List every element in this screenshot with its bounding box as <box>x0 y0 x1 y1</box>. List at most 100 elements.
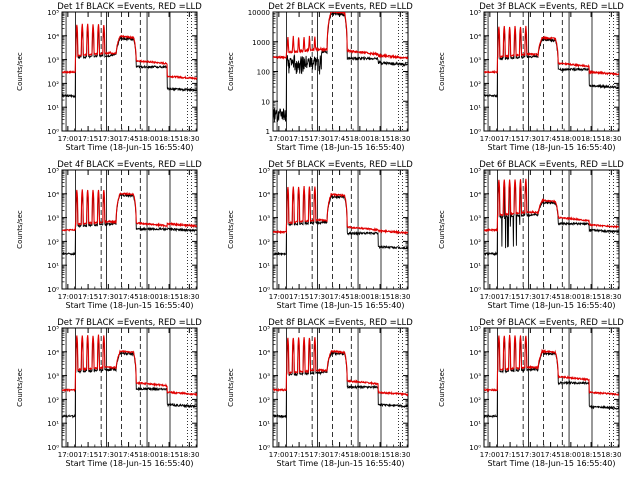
x-tick-label: 17:45 <box>541 293 561 301</box>
y-tick-label: 10¹ <box>469 420 481 428</box>
x-tick-label: 17:30 <box>309 293 329 301</box>
x-tick-label: 18:30 <box>179 135 199 143</box>
y-tick-label: 10⁴ <box>258 349 270 357</box>
series-lld-line <box>484 25 619 76</box>
panel-frame <box>483 169 620 290</box>
y-tick-label: 10³ <box>258 215 270 223</box>
panel-title: Det 3f BLACK =Events, RED =LLD <box>479 2 624 12</box>
x-tick-label: 18:15 <box>159 451 179 459</box>
x-tick-label: 17:00 <box>269 293 289 301</box>
x-tick-label: 18:15 <box>159 135 179 143</box>
y-tick-label: 10⁴ <box>47 33 59 41</box>
y-tick-label: 10⁰ <box>47 444 59 452</box>
panel-det-8: Det 8f BLACK =Events, RED =LLD 10⁰ 10¹ 10² 1… <box>227 318 413 468</box>
x-tick-label: 17:30 <box>520 451 540 459</box>
x-tick-label: 18:00 <box>561 135 581 143</box>
panel-frame <box>272 327 409 448</box>
y-tick-label: 10⁴ <box>469 33 481 41</box>
panel-plot-area <box>273 12 408 131</box>
series-lld-line <box>62 23 197 81</box>
y-tick-label: 10⁵ <box>258 167 270 175</box>
y-axis-label: Counts/sec <box>438 368 446 407</box>
x-tick-label: 18:30 <box>601 135 621 143</box>
y-tick-label: 10⁴ <box>47 191 59 199</box>
y-tick-label: 10000 <box>248 9 270 17</box>
x-tick-label: 17:15 <box>500 293 520 301</box>
series-lld-line <box>273 337 408 397</box>
panel-plot-area <box>273 328 408 447</box>
x-tick-label: 17:00 <box>480 293 500 301</box>
panel-det-3: Det 3f BLACK =Events, RED =LLD 10⁰ 10¹ 10² 1… <box>438 2 624 152</box>
y-tick-label: 10⁵ <box>47 325 59 333</box>
y-tick-label: 10³ <box>47 57 59 65</box>
y-tick-label: 10³ <box>469 57 481 65</box>
x-axis-label: Start Time (18-Jun-15 16:55:40) <box>488 301 616 310</box>
x-tick-label: 18:30 <box>179 451 199 459</box>
x-tick-label: 17:00 <box>480 135 500 143</box>
panel-title: Det 2f BLACK =Events, RED =LLD <box>268 2 413 12</box>
y-tick-label: 10 <box>261 98 270 106</box>
x-axis-label: Start Time (18-Jun-15 16:55:40) <box>66 459 194 468</box>
series-events-line <box>484 339 619 419</box>
x-tick-label: 17:15 <box>289 135 309 143</box>
y-tick-label: 10⁴ <box>258 191 270 199</box>
x-tick-label: 18:00 <box>139 135 159 143</box>
x-tick-label: 17:45 <box>119 451 139 459</box>
x-tick-label: 17:30 <box>98 135 118 143</box>
x-tick-label: 17:15 <box>289 451 309 459</box>
x-tick-label: 17:00 <box>58 451 78 459</box>
panel-plot-area <box>62 12 197 131</box>
y-tick-label: 10⁴ <box>469 191 481 199</box>
y-tick-label: 10⁰ <box>47 286 59 294</box>
panel-det-6: Det 6f BLACK =Events, RED =LLD 10⁰ 10¹ 10² 1… <box>438 160 624 310</box>
x-tick-label: 18:00 <box>139 451 159 459</box>
y-tick-label: 10¹ <box>469 104 481 112</box>
x-tick-label: 18:00 <box>561 293 581 301</box>
x-axis-label: Start Time (18-Jun-15 16:55:40) <box>66 301 194 310</box>
series-lld-line <box>62 334 197 397</box>
panel-title: Det 6f BLACK =Events, RED =LLD <box>479 160 624 170</box>
y-tick-label: 10⁵ <box>469 167 481 175</box>
panel-title: Det 9f BLACK =Events, RED =LLD <box>479 318 624 328</box>
y-tick-label: 10¹ <box>47 104 59 112</box>
x-tick-label: 17:45 <box>541 135 561 143</box>
x-tick-label: 18:30 <box>601 293 621 301</box>
series-events-line <box>273 341 408 419</box>
x-tick-label: 17:00 <box>480 451 500 459</box>
x-tick-label: 17:00 <box>269 451 289 459</box>
y-axis-label: Counts/sec <box>16 368 24 407</box>
panel-frame <box>483 327 620 448</box>
y-tick-label: 10¹ <box>258 262 270 270</box>
y-axis-label: Counts/sec <box>16 210 24 249</box>
x-tick-label: 17:45 <box>119 135 139 143</box>
series-lld-line <box>62 189 197 232</box>
series-lld-line <box>273 12 408 60</box>
y-tick-label: 10⁰ <box>258 286 270 294</box>
y-axis-label: Counts/sec <box>227 52 235 91</box>
panel-det-2: Det 2f BLACK =Events, RED =LLD 1 10 100 1000… <box>227 2 413 152</box>
x-tick-label: 18:15 <box>581 451 601 459</box>
y-tick-label: 10³ <box>47 215 59 223</box>
y-tick-label: 10² <box>258 396 270 404</box>
x-tick-label: 18:30 <box>390 293 410 301</box>
y-tick-label: 10² <box>47 238 59 246</box>
y-axis-label: Counts/sec <box>438 52 446 91</box>
y-tick-label: 10¹ <box>47 420 59 428</box>
panel-det-5: Det 5f BLACK =Events, RED =LLD 10⁰ 10¹ 10² 1… <box>227 160 413 310</box>
panel-det-7: Det 7f BLACK =Events, RED =LLD 10⁰ 10¹ 10² 1… <box>16 318 202 468</box>
y-tick-label: 10¹ <box>258 420 270 428</box>
series-events-line <box>484 183 619 257</box>
panel-frame <box>61 169 198 290</box>
x-axis-label: Start Time (18-Jun-15 16:55:40) <box>488 143 616 152</box>
panel-title: Det 7f BLACK =Events, RED =LLD <box>57 318 202 328</box>
x-tick-label: 17:45 <box>119 293 139 301</box>
y-tick-label: 10⁵ <box>258 325 270 333</box>
x-tick-label: 18:15 <box>581 135 601 143</box>
panel-plot-area <box>484 12 619 131</box>
x-tick-label: 18:00 <box>139 293 159 301</box>
y-tick-label: 10³ <box>47 373 59 381</box>
x-tick-label: 17:00 <box>58 293 78 301</box>
y-tick-label: 10⁵ <box>469 9 481 17</box>
x-tick-label: 17:30 <box>520 135 540 143</box>
x-tick-label: 18:15 <box>581 293 601 301</box>
